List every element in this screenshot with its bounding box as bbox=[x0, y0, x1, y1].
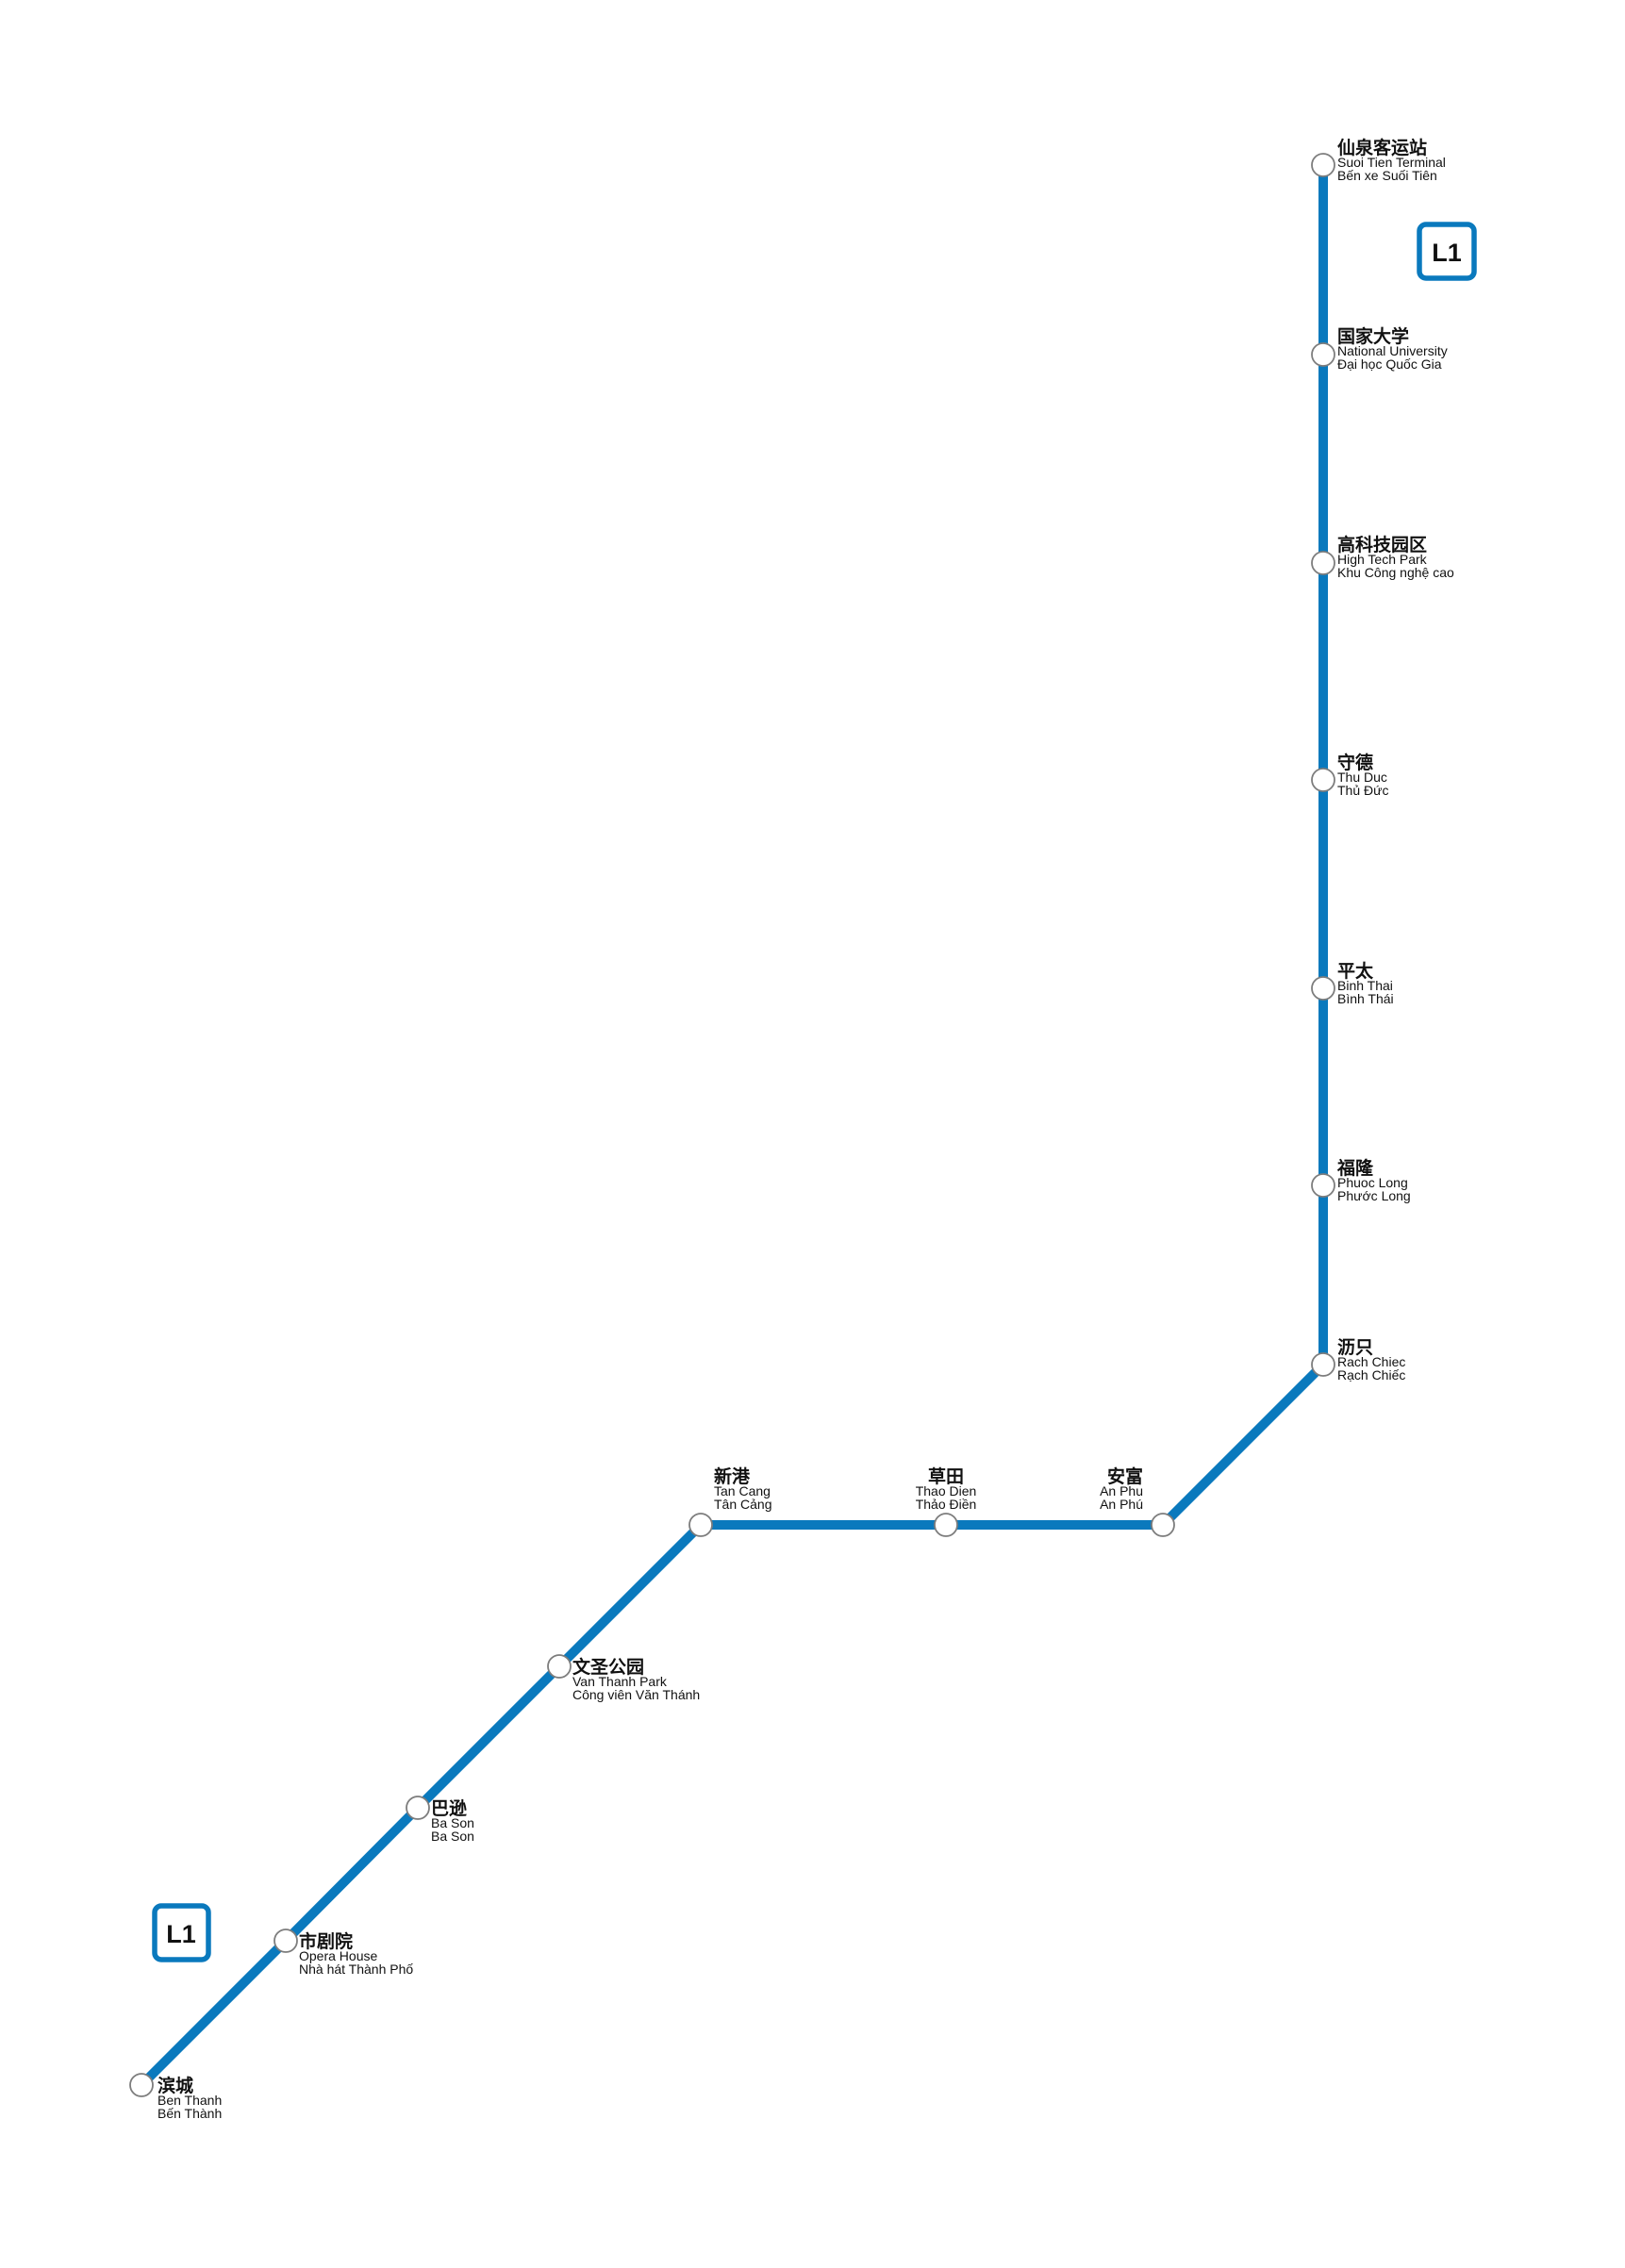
station-name-vi: Nhà hát Thành Phố bbox=[299, 1962, 413, 1977]
station-name-vi: Khu Công nghệ cao bbox=[1337, 565, 1454, 580]
station-name-vi: Tân Cảng bbox=[714, 1497, 771, 1512]
station-name-en: High Tech Park bbox=[1337, 552, 1428, 567]
station-marker bbox=[1311, 153, 1335, 177]
station-name-cn: 安富 bbox=[1107, 1465, 1143, 1487]
station-marker bbox=[688, 1513, 713, 1537]
line-badge-south: L1 bbox=[152, 1903, 211, 1962]
station-name-cn: 国家大学 bbox=[1337, 325, 1409, 347]
station-name-vi: Bến Thành bbox=[158, 2106, 222, 2121]
station-name-en: Ba Son bbox=[431, 1815, 474, 1830]
station-name-en: Tan Cang bbox=[714, 1483, 771, 1498]
station-marker bbox=[1311, 342, 1335, 367]
station-name-en: Binh Thai bbox=[1337, 978, 1393, 993]
station-name-cn: 草田 bbox=[928, 1465, 964, 1487]
station-marker bbox=[1311, 551, 1335, 575]
station-marker bbox=[1311, 1352, 1335, 1377]
station-name-vi: An Phú bbox=[1100, 1497, 1143, 1512]
station-name-vi: Phước Long bbox=[1337, 1188, 1411, 1203]
station-marker bbox=[1311, 976, 1335, 1001]
station-name-cn: 沥只 bbox=[1337, 1337, 1373, 1358]
station-marker bbox=[1151, 1513, 1175, 1537]
station-marker bbox=[1311, 768, 1335, 792]
station-name-en: Van Thanh Park bbox=[572, 1674, 668, 1689]
station-name-en: Ben Thanh bbox=[158, 2093, 222, 2108]
station-name-cn: 新港 bbox=[714, 1465, 751, 1487]
station-name-en: National University bbox=[1337, 343, 1448, 358]
station-name-en: Rach Chiec bbox=[1337, 1354, 1405, 1369]
station-name-cn: 守德 bbox=[1337, 752, 1373, 773]
station-marker bbox=[547, 1654, 572, 1679]
station-name-en: Suoi Tien Terminal bbox=[1337, 155, 1446, 170]
station-name-vi: Ba Son bbox=[431, 1829, 474, 1844]
station-name-cn: 巴逊 bbox=[431, 1798, 467, 1819]
station-name-cn: 滨城 bbox=[158, 2075, 193, 2096]
station-name-vi: Đại học Quốc Gia bbox=[1337, 356, 1442, 372]
station-name-vi: Bến xe Suối Tiên bbox=[1337, 168, 1437, 183]
line-badge-south-frame bbox=[152, 1903, 211, 1962]
station-marker bbox=[129, 2073, 154, 2097]
station-name-vi: Rạch Chiếc bbox=[1337, 1367, 1405, 1382]
station-name-vi: Công viên Văn Thánh bbox=[572, 1687, 700, 1702]
line-badge-north-frame bbox=[1417, 222, 1477, 281]
station-marker bbox=[1311, 1173, 1335, 1198]
station-name-cn: 高科技园区 bbox=[1337, 534, 1427, 555]
station-name-en: Thao Dien bbox=[916, 1483, 977, 1498]
route-line-l1 bbox=[137, 160, 1328, 2090]
line-badge-south-label: L1 bbox=[166, 1920, 196, 1948]
station-name-en: Thu Duc bbox=[1337, 770, 1387, 785]
station-marker bbox=[274, 1929, 298, 1953]
station-name-en: Opera House bbox=[299, 1948, 377, 1963]
station-name-en: An Phu bbox=[1100, 1483, 1143, 1498]
station-name-vi: Thủ Đức bbox=[1337, 783, 1389, 798]
station-marker bbox=[406, 1796, 430, 1820]
station-name-en: Phuoc Long bbox=[1337, 1175, 1408, 1190]
line-badge-north: L1 bbox=[1417, 222, 1477, 281]
station-name-cn: 文圣公园 bbox=[572, 1656, 644, 1678]
station-name-cn: 平太 bbox=[1337, 960, 1374, 982]
station-marker bbox=[934, 1513, 958, 1537]
station-name-cn: 福隆 bbox=[1336, 1157, 1374, 1179]
station-name-cn: 仙泉客运站 bbox=[1337, 137, 1427, 158]
station-name-vi: Bình Thái bbox=[1337, 991, 1394, 1006]
station-name-cn: 市剧院 bbox=[299, 1930, 353, 1952]
line-badge-north-label: L1 bbox=[1432, 239, 1462, 267]
station-name-vi: Thảo Điền bbox=[916, 1497, 977, 1512]
